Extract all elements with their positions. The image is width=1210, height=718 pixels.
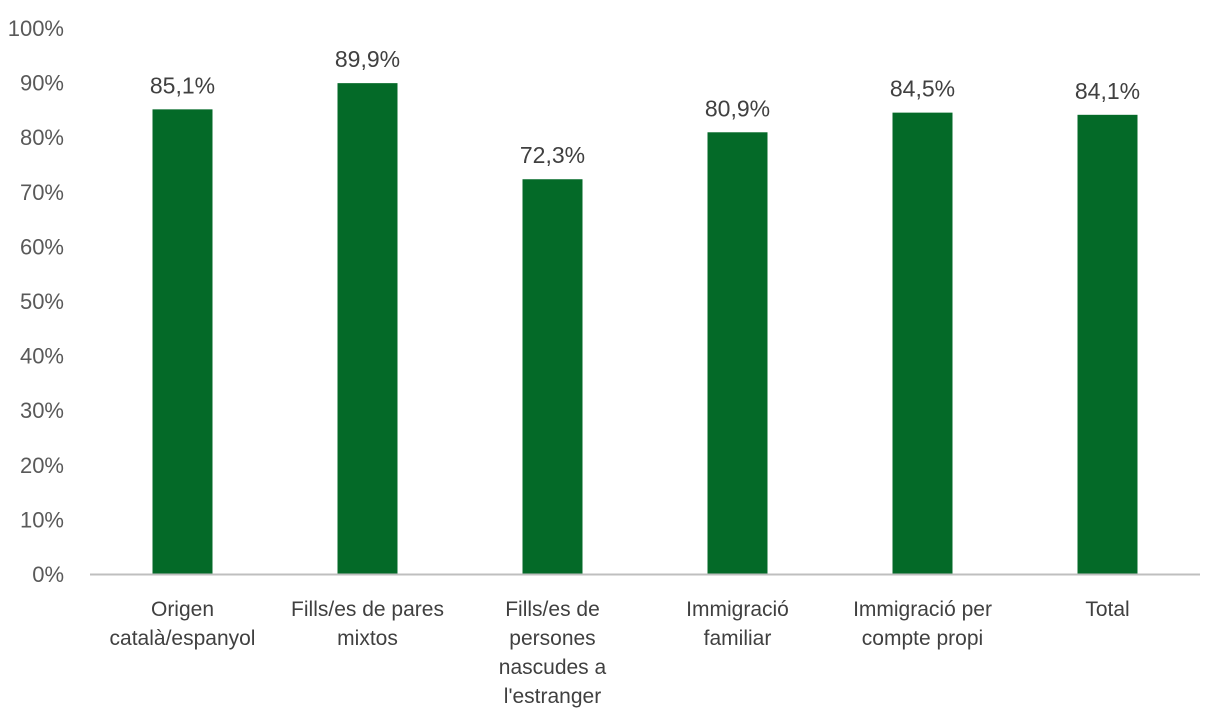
category-label-line: Fills/es de: [505, 598, 600, 621]
category-label: Origen català/espanyol: [110, 598, 256, 650]
category-label-line: Immigració: [686, 598, 789, 621]
category-label-line: mixtos: [337, 627, 398, 650]
bar: [522, 179, 583, 574]
data-label: 72,3%: [520, 142, 585, 168]
y-tick-label: 80%: [20, 125, 64, 150]
bars-group: [152, 83, 1138, 575]
category-label-line: compte propi: [862, 627, 983, 650]
category-label: Fills/es de pares mixtos: [291, 598, 444, 650]
category-label-line: nascudes a: [499, 656, 607, 679]
category-label-line: familiar: [704, 627, 772, 650]
y-tick-label: 50%: [20, 289, 64, 314]
y-tick-label: 90%: [20, 71, 64, 96]
data-label: 84,5%: [890, 76, 955, 102]
bar: [892, 112, 953, 574]
category-label-line: català/espanyol: [110, 627, 256, 650]
data-label: 85,1%: [150, 72, 215, 98]
bar: [1077, 114, 1138, 575]
category-labels-group: Origen català/espanyol Fills/es de pares mi…: [110, 598, 1130, 708]
category-label-line: persones: [509, 627, 595, 650]
bar: [707, 132, 768, 574]
bar: [152, 109, 213, 574]
y-tick-label: 10%: [20, 507, 64, 532]
y-tick-label: 60%: [20, 234, 64, 259]
bar: [337, 83, 398, 575]
data-labels-group: 85,1% 89,9% 72,3% 80,9% 84,5% 84,1%: [150, 46, 1140, 168]
category-label: Total: [1085, 598, 1129, 621]
y-tick-label: 20%: [20, 453, 64, 478]
data-label: 84,1%: [1075, 78, 1140, 104]
data-label: 80,9%: [705, 95, 770, 121]
y-tick-label: 70%: [20, 180, 64, 205]
category-label: Immigració per compte propi: [853, 598, 992, 650]
category-label-line: Immigració per: [853, 598, 992, 621]
category-label-line: l'estranger: [504, 685, 601, 708]
y-axis: 0% 10% 20% 30% 40% 50% 60% 70% 80% 90% 100%: [8, 16, 64, 587]
category-label-line: Fills/es de pares: [291, 598, 444, 621]
y-tick-label: 0%: [32, 562, 64, 587]
y-tick-label: 100%: [8, 16, 64, 41]
category-label-line: Origen: [151, 598, 214, 621]
category-label-line: Total: [1085, 598, 1129, 621]
data-label: 89,9%: [335, 46, 400, 72]
y-tick-label: 40%: [20, 344, 64, 369]
category-label: Immigració familiar: [686, 598, 789, 650]
y-tick-label: 30%: [20, 398, 64, 423]
category-label: Fills/es de persones nascudes a l'estranger: [499, 598, 607, 708]
